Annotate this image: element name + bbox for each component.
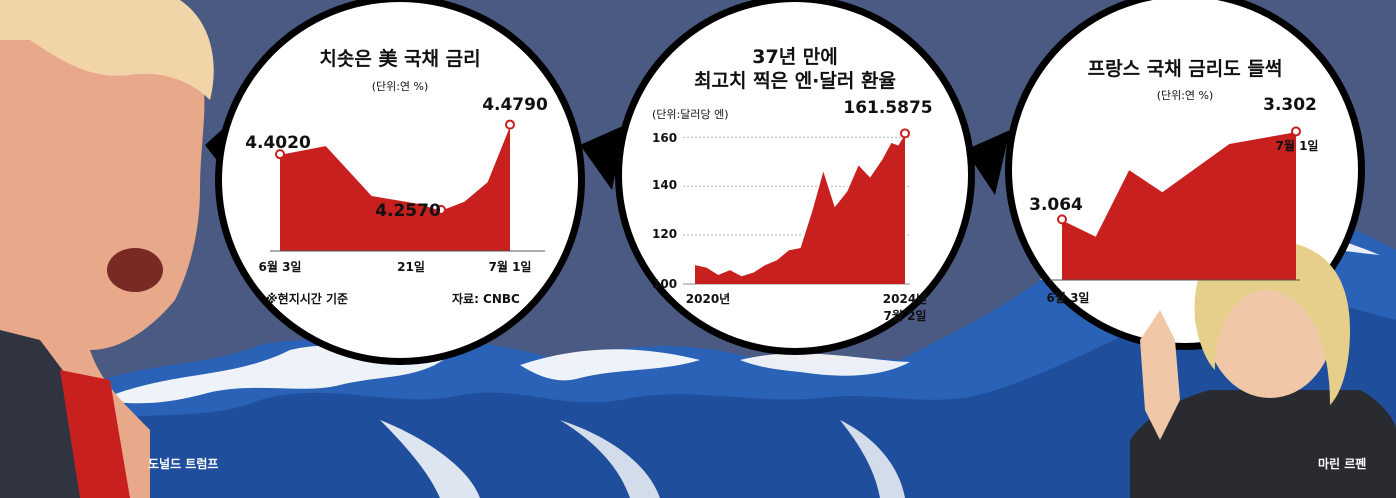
caption-lepen: 마린 르펜 bbox=[1318, 456, 1366, 471]
chart2-ytick-0: 160 bbox=[652, 131, 677, 145]
chart3-area bbox=[1062, 131, 1296, 280]
chart2-ytick-3: 100 bbox=[652, 277, 677, 291]
chart1-title: 치솟은 美 국채 금리 bbox=[319, 47, 480, 70]
chart1-value-label-4: 4.2570 bbox=[375, 201, 441, 221]
chart2-xtick-2: 7월 2일 bbox=[884, 308, 927, 323]
chart1-line bbox=[279, 124, 511, 211]
chart1-note: ※현지시간 기준 bbox=[266, 291, 348, 306]
chart1-value-label-7: 4.4790 bbox=[482, 95, 548, 115]
bubble-pointer bbox=[965, 130, 1010, 195]
chart3-value-label-5: 3.302 bbox=[1263, 95, 1317, 115]
chart2-line bbox=[694, 132, 906, 277]
chart2-last-point bbox=[900, 128, 910, 139]
trump-photo bbox=[0, 0, 214, 498]
chart-us-treasury-yield: 치솟은 美 국채 금리 (단위:연 %) 4.40204.25704.4790 … bbox=[245, 47, 548, 306]
chart2-title-line1: 37년 만에 bbox=[752, 46, 838, 68]
chart3-line bbox=[1061, 130, 1297, 237]
chart1-source: 자료: CNBC bbox=[452, 291, 520, 306]
chart3-point-5 bbox=[1291, 126, 1301, 137]
lepen-photo bbox=[1130, 239, 1396, 498]
chart2-unit: (단위:달러당 엔) bbox=[652, 108, 729, 121]
chart1-point-7 bbox=[505, 119, 515, 130]
chart-yen-dollar: 37년 만에 최고치 찍은 엔·달러 환율 (단위:달러당 엔) 160 140… bbox=[652, 46, 933, 323]
chart2-title-line2: 최고치 찍은 엔·달러 환율 bbox=[694, 70, 896, 92]
chart1-point-0 bbox=[275, 149, 285, 160]
chart3-value-label-0: 3.064 bbox=[1029, 195, 1083, 215]
chart3-xtick-1: 7월 1일 bbox=[1276, 138, 1319, 153]
chart1-value-label-0: 4.4020 bbox=[245, 133, 311, 153]
chart2-ytick-1: 140 bbox=[652, 178, 677, 192]
chart2-last-value-label: 161.5875 bbox=[843, 98, 932, 118]
chart2-ytick-2: 120 bbox=[652, 227, 677, 241]
caption-trump: 도널드 트럼프 bbox=[148, 456, 218, 471]
chart1-xtick-2: 7월 1일 bbox=[489, 259, 532, 274]
bubble-pointer bbox=[580, 125, 625, 190]
chart1-xtick-0: 6월 3일 bbox=[259, 259, 302, 274]
chart1-unit: (단위:연 %) bbox=[372, 80, 429, 93]
chart3-title: 프랑스 국채 금리도 들썩 bbox=[1088, 58, 1283, 80]
chart3-unit: (단위:연 %) bbox=[1157, 89, 1214, 102]
chart3-point-0 bbox=[1057, 214, 1067, 225]
chart1-xtick-1: 21일 bbox=[397, 260, 425, 274]
chart1-point-4 bbox=[436, 204, 446, 215]
chart2-xtick-0: 2020년 bbox=[686, 292, 730, 306]
chart1-area bbox=[280, 124, 510, 251]
chart2-xtick-1: 2024년 bbox=[883, 292, 927, 306]
chart3-xtick-0: 6월 3일 bbox=[1047, 290, 1090, 305]
chart2-area bbox=[695, 133, 905, 284]
